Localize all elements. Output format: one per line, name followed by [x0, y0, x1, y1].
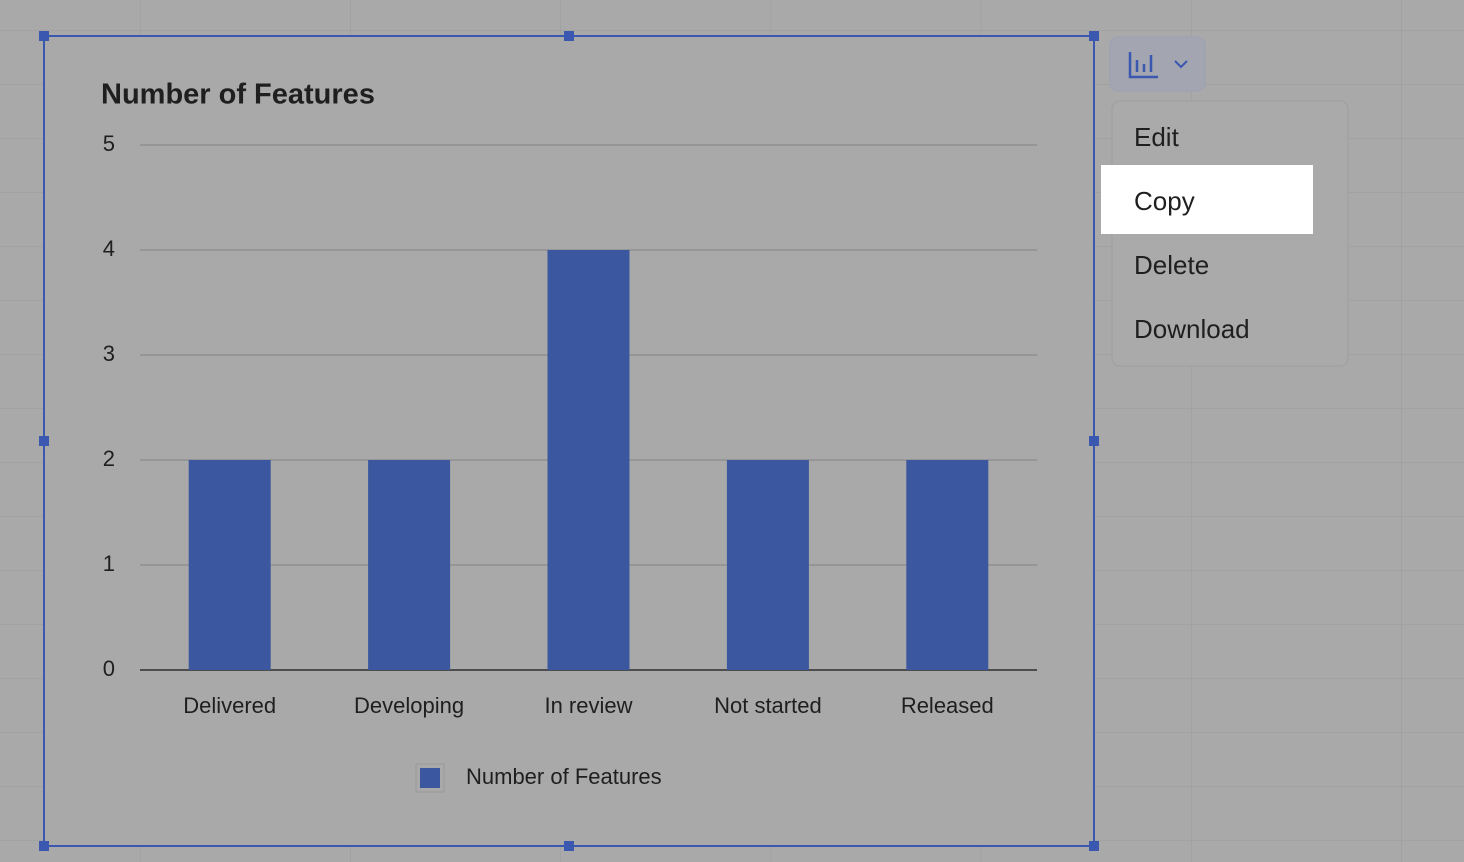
- bar: [188, 460, 271, 670]
- selection-handles: [39, 31, 1099, 851]
- menu-item[interactable]: Delete: [1134, 250, 1209, 280]
- chevron-icon: [1174, 60, 1188, 69]
- menu-highlight: [1101, 165, 1313, 234]
- handle[interactable]: [1089, 436, 1099, 446]
- context-menu: Edit Copy Delete Download: [1101, 100, 1349, 367]
- menu-item[interactable]: Edit: [1134, 122, 1180, 152]
- handle[interactable]: [564, 31, 574, 41]
- chart-title: Number of Features: [101, 79, 375, 111]
- bar: [906, 460, 989, 670]
- chart-type-button[interactable]: [1109, 36, 1206, 92]
- handle[interactable]: [564, 841, 574, 851]
- x-tick-label: In review: [544, 693, 632, 718]
- x-tick-label: Developing: [354, 693, 464, 718]
- menu-item[interactable]: Download: [1134, 314, 1250, 344]
- y-tick-label: 3: [103, 341, 115, 366]
- y-tick-label: 1: [103, 551, 115, 576]
- handle[interactable]: [1089, 841, 1099, 851]
- y-tick-label: 5: [103, 131, 115, 156]
- chart-icon: [1128, 52, 1158, 79]
- handle[interactable]: [39, 31, 49, 41]
- button-bg: [1109, 36, 1206, 92]
- y-tick-label: 4: [103, 236, 115, 261]
- chart[interactable]: Number of Features 0 1 2 3 4 5 Delivered Develo…: [43, 35, 1095, 847]
- bar: [726, 460, 809, 670]
- handle[interactable]: [39, 841, 49, 851]
- bar: [547, 250, 630, 670]
- y-tick-label: 0: [103, 656, 115, 681]
- x-tick-label: Released: [901, 693, 994, 718]
- x-tick-label: Delivered: [183, 693, 276, 718]
- y-tick-label: 2: [103, 446, 115, 471]
- handle[interactable]: [1089, 31, 1099, 41]
- legend-swatch: [420, 768, 440, 788]
- menu-item[interactable]: Copy: [1134, 186, 1195, 216]
- legend-frame: [415, 763, 445, 793]
- bar: [368, 460, 451, 670]
- x-tick-label: Not started: [714, 693, 822, 718]
- handle[interactable]: [39, 436, 49, 446]
- legend-label: Number of Features: [466, 764, 662, 789]
